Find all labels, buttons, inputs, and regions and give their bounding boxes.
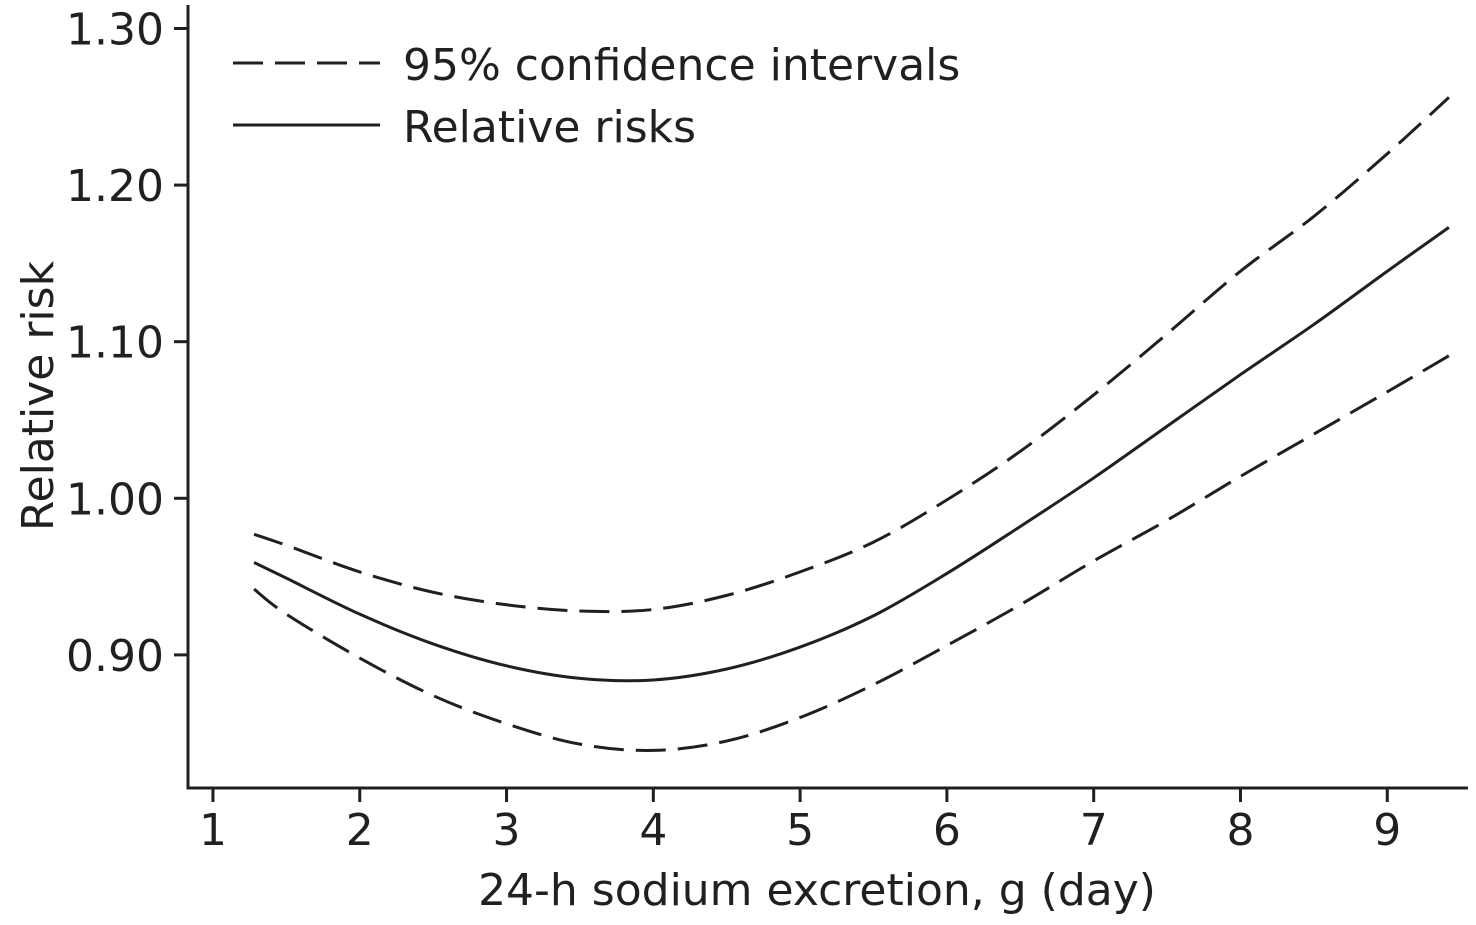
y-tick-label: 1.20 bbox=[66, 161, 164, 212]
x-tick-label: 1 bbox=[199, 805, 227, 856]
y-axis-title: Relative risk bbox=[13, 260, 64, 531]
y-tick-label: 0.90 bbox=[66, 631, 164, 682]
x-tick-label: 5 bbox=[786, 805, 814, 856]
y-ticks: 0.90 1.00 1.10 1.20 1.30 bbox=[66, 4, 188, 682]
y-tick-label: 1.10 bbox=[66, 318, 164, 369]
relative-risk-line bbox=[253, 226, 1450, 683]
legend-label-confidence-intervals: 95% confidence intervals bbox=[403, 40, 960, 91]
ci-lower-line bbox=[253, 354, 1450, 752]
legend-label-relative-risks: Relative risks bbox=[403, 102, 696, 153]
x-tick-label: 6 bbox=[933, 805, 961, 856]
y-tick-label: 1.00 bbox=[66, 474, 164, 525]
x-tick-label: 9 bbox=[1373, 805, 1401, 856]
x-tick-label: 8 bbox=[1226, 805, 1254, 856]
y-tick-label: 1.30 bbox=[66, 4, 164, 55]
legend: 95% confidence intervals Relative risks bbox=[233, 40, 960, 153]
x-axis-title: 24-h sodium excretion, g (day) bbox=[478, 865, 1156, 916]
x-tick-label: 4 bbox=[639, 805, 667, 856]
ci-upper-line bbox=[253, 96, 1450, 614]
series-lines bbox=[253, 96, 1450, 752]
axes bbox=[186, 5, 1468, 790]
x-ticks: 1 2 3 4 5 6 7 8 9 bbox=[199, 788, 1401, 856]
x-tick-label: 7 bbox=[1080, 805, 1108, 856]
x-tick-label: 2 bbox=[346, 805, 374, 856]
x-tick-label: 3 bbox=[493, 805, 521, 856]
